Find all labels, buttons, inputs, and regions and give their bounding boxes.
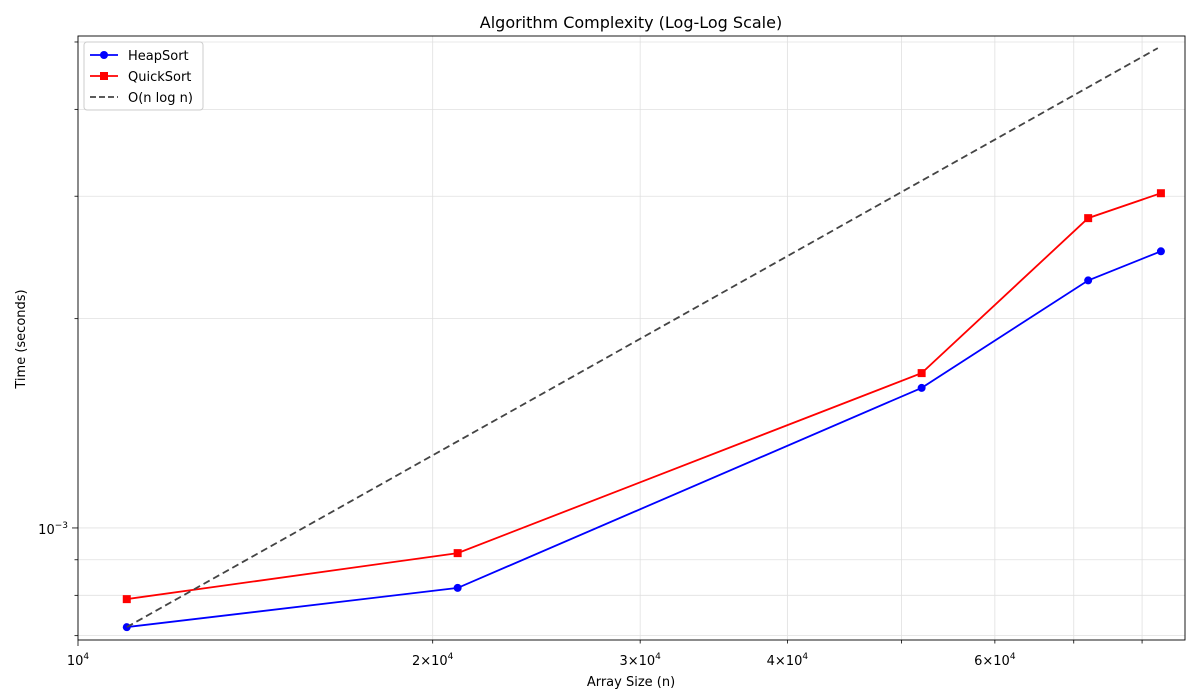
data-point	[122, 595, 131, 604]
legend-item: HeapSort	[90, 49, 189, 64]
data-point	[917, 369, 926, 378]
data-point	[1156, 189, 1165, 198]
x-tick-label: 3×104	[619, 652, 661, 669]
series-group	[122, 47, 1165, 632]
data-point	[453, 549, 462, 558]
legend-label: QuickSort	[128, 70, 191, 85]
grid	[77, 36, 1185, 640]
legend-item: O(n log n)	[90, 91, 193, 106]
legend: HeapSort QuickSort O(n log n)	[83, 41, 204, 111]
y-axis-label: Time (seconds)	[14, 289, 29, 389]
plot-frame	[77, 35, 1186, 641]
series-quicksort	[122, 189, 1165, 604]
data-point	[122, 623, 131, 632]
data-point	[1084, 214, 1093, 223]
y-tick-label: 10−3	[38, 521, 68, 538]
legend-label: O(n log n)	[128, 91, 193, 106]
chart-title: Algorithm Complexity (Log-Log Scale)	[480, 13, 782, 32]
legend-marker	[100, 72, 108, 80]
series-line	[126, 47, 1159, 628]
x-tick-label: 4×104	[767, 652, 809, 669]
x-tick-label: 104	[67, 652, 90, 669]
series-o-n-log-n	[126, 47, 1159, 628]
legend-item: QuickSort	[90, 70, 191, 85]
data-point	[917, 383, 926, 392]
series-line	[126, 192, 1162, 600]
legend-marker	[100, 51, 108, 59]
series-line	[126, 250, 1162, 628]
data-point	[453, 583, 462, 592]
axes: 104 2×104 3×104 4×104 6×104 10−3	[38, 35, 1186, 669]
x-axis-label: Array Size (n)	[587, 675, 675, 690]
legend-label: HeapSort	[128, 49, 189, 64]
x-tick-label: 6×104	[974, 652, 1016, 669]
data-point	[1084, 276, 1093, 285]
series-heapsort	[122, 247, 1165, 632]
legend-box	[83, 41, 204, 111]
x-tick-label: 2×104	[412, 652, 454, 669]
data-point	[1156, 247, 1165, 256]
